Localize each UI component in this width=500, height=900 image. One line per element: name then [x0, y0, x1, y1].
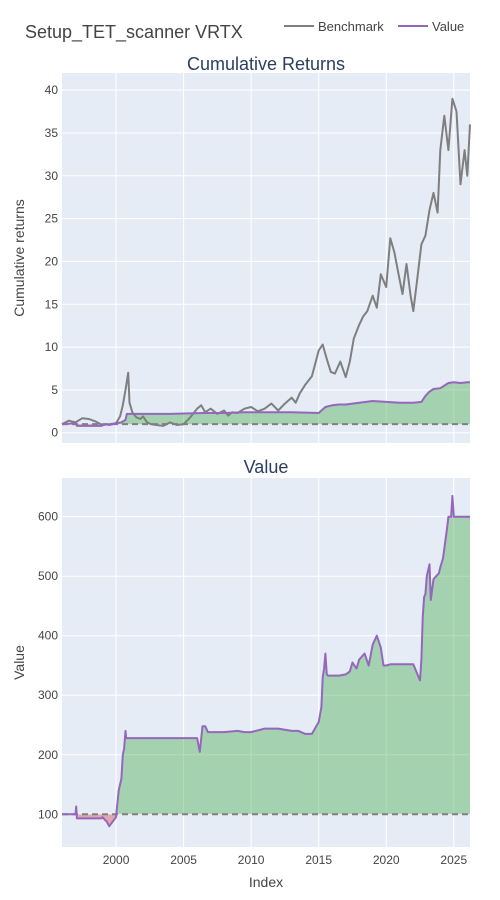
subplot-title: Value — [244, 457, 289, 477]
loss-fill-area — [76, 814, 117, 827]
gain-fill-area — [62, 495, 470, 815]
y-tick-label: 100 — [38, 807, 58, 821]
legend-label: Benchmark — [318, 19, 384, 34]
x-tick-label: 2025 — [440, 853, 467, 867]
x-tick-label: 2005 — [170, 853, 197, 867]
y-tick-label: 25 — [45, 212, 59, 226]
plot-area — [62, 478, 470, 847]
y-tick-label: 600 — [38, 510, 58, 524]
cumulative-returns-panel: 0 5 10 15 20 25 30 35 40 Cumulative Returns Cumula… — [11, 54, 471, 443]
legend-label: Value — [432, 19, 464, 34]
y-tick-label: 10 — [45, 340, 59, 354]
y-tick-label: 500 — [38, 569, 58, 583]
y-tick-label: 200 — [38, 748, 58, 762]
x-tick-label: 2015 — [305, 853, 332, 867]
subplot-title: Cumulative Returns — [187, 54, 345, 74]
legend-item-benchmark[interactable]: Benchmark — [284, 19, 384, 34]
x-tick-label: 2020 — [373, 853, 400, 867]
series-line-value — [62, 494, 470, 828]
gain-fill-area — [62, 382, 470, 425]
y-tick-label: 0 — [51, 426, 58, 440]
y-tick-label: 30 — [45, 169, 59, 183]
y-tick-label: 300 — [38, 688, 58, 702]
y-tick-label: 5 — [51, 383, 58, 397]
y-tick-label: 400 — [38, 629, 58, 643]
y-axis-title: Value — [11, 645, 27, 680]
legend-item-value[interactable]: Value — [398, 19, 464, 34]
plot-area — [62, 73, 470, 443]
y-tick-label: 35 — [45, 126, 59, 140]
series-line-benchmark — [61, 97, 471, 427]
y-tick-label: 40 — [45, 83, 59, 97]
series-line-value — [61, 381, 470, 427]
x-tick-label: 2000 — [103, 853, 130, 867]
value-panel: 100 200 300 400 500 600 2000 2005 2010 2015 2020 20… — [11, 457, 470, 890]
y-tick-label: 15 — [45, 297, 59, 311]
legend[interactable]: Benchmark Value — [284, 19, 464, 34]
y-tick-label: 20 — [45, 254, 59, 268]
x-tick-label: 2010 — [238, 853, 265, 867]
y-axis-title: Cumulative returns — [11, 199, 27, 317]
x-axis-title: Index — [249, 874, 283, 890]
chart-title: Setup_TET_scanner VRTX — [25, 22, 243, 43]
